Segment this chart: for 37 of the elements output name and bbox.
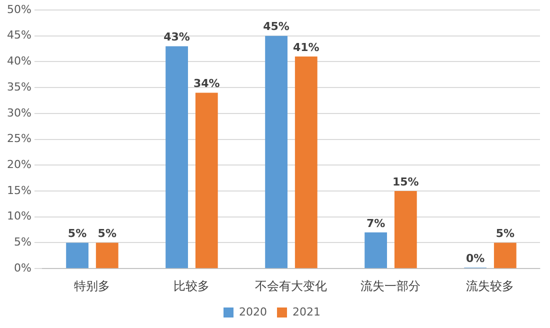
y-tick-label: 40% [6, 54, 32, 68]
data-label: 45% [263, 20, 290, 34]
y-tick-label: 25% [6, 132, 32, 146]
bar [166, 46, 188, 268]
y-tick-label: 35% [6, 80, 32, 94]
x-tick-label: 比较多 [174, 278, 210, 293]
x-tick-label: 流失一部分 [360, 278, 421, 293]
bar [364, 232, 388, 268]
y-tick-label: 30% [6, 106, 32, 120]
bar [195, 92, 218, 268]
x-tick-label: 流失较多 [466, 278, 514, 293]
y-tick-label: 15% [6, 184, 32, 197]
data-label: 0% [466, 252, 485, 265]
y-tick-label: 10% [6, 210, 32, 223]
bar [294, 56, 318, 268]
y-tick-label: 50% [6, 2, 32, 16]
x-tick-label: 不会有大变化 [255, 278, 328, 293]
y-tick-label: 45% [6, 28, 32, 42]
bar [394, 191, 417, 268]
legend-label: 2021 [292, 305, 320, 318]
bar [265, 36, 288, 268]
data-label: 5% [98, 227, 116, 240]
x-tick-label: 特别多 [74, 278, 110, 293]
data-label: 43% [164, 30, 190, 44]
data-label: 7% [366, 216, 386, 230]
y-tick-label: 20% [6, 158, 32, 172]
data-label: 34% [193, 77, 220, 90]
y-tick-label: 5% [14, 236, 32, 249]
bar [66, 242, 88, 268]
bar [494, 242, 516, 268]
bar [96, 242, 118, 268]
y-tick-label: 0% [14, 261, 32, 274]
data-label: 5% [68, 227, 87, 240]
data-label: 41% [292, 40, 320, 54]
data-label: 15% [392, 175, 419, 188]
legend-label: 2020 [239, 305, 268, 318]
data-label: 5% [496, 227, 515, 240]
